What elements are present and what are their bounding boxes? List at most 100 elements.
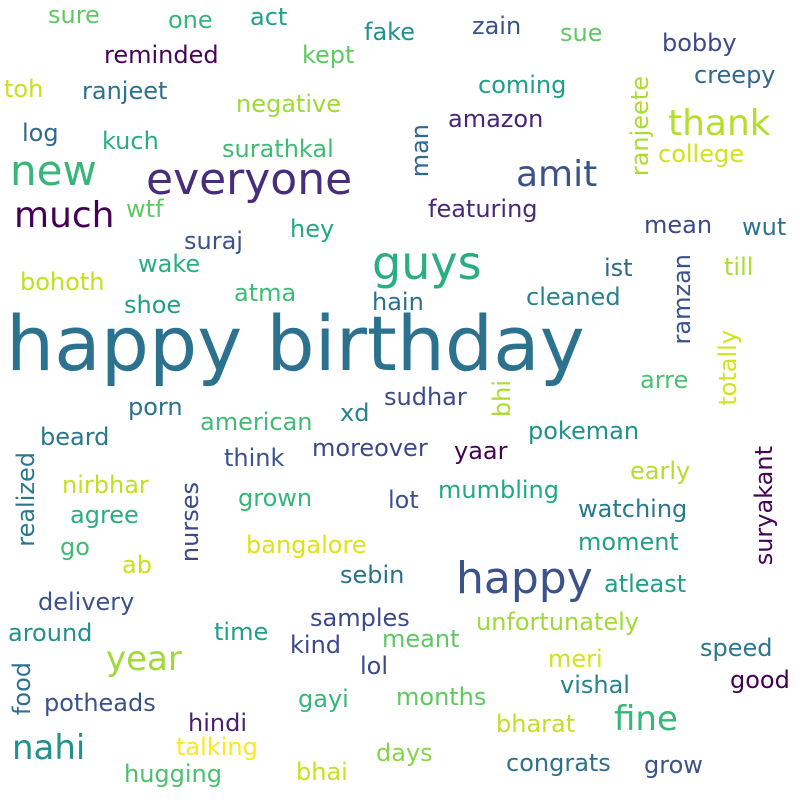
word-sue: sue	[560, 19, 603, 47]
word-bohoth: bohoth	[20, 268, 105, 296]
word-zain: zain	[472, 12, 522, 40]
word-amazon: amazon	[448, 105, 544, 133]
word-moreover: moreover	[312, 434, 428, 462]
word-beard: beard	[40, 423, 110, 451]
word-around: around	[8, 619, 93, 647]
word-grown: grown	[238, 484, 313, 512]
word-fine: fine	[614, 699, 678, 739]
word-gayi: gayi	[298, 685, 349, 713]
word-samples: samples	[310, 604, 410, 632]
word-coming: coming	[478, 71, 567, 99]
word-negative: negative	[236, 90, 341, 118]
word-unfortunately: unfortunately	[476, 608, 640, 636]
word-happy-birthday: happy birthday	[6, 299, 585, 388]
word-college: college	[658, 140, 744, 168]
word-one: one	[168, 6, 213, 34]
word-happy: happy	[456, 553, 593, 604]
word-vishal: vishal	[560, 671, 630, 699]
word-everyone: everyone	[146, 154, 353, 205]
word-reminded: reminded	[104, 41, 219, 69]
word-totally: totally	[714, 330, 742, 406]
word-months: months	[396, 683, 487, 711]
word-nurses: nurses	[176, 482, 204, 563]
word-hain: hain	[372, 288, 424, 316]
word-delivery: delivery	[38, 588, 135, 616]
word-grow: grow	[644, 751, 703, 779]
word-log: log	[22, 119, 59, 147]
word-american: american	[200, 408, 313, 436]
word-talking: talking	[176, 733, 258, 761]
word-realized: realized	[12, 452, 40, 547]
word-kind: kind	[290, 631, 342, 659]
word-guys: guys	[372, 236, 482, 290]
word-sure: sure	[48, 1, 100, 29]
word-sebin: sebin	[340, 561, 405, 589]
word-wut: wut	[742, 213, 787, 241]
word-new: new	[10, 146, 97, 195]
word-bobby: bobby	[662, 29, 737, 57]
word-early: early	[630, 457, 691, 485]
word-bhai: bhai	[296, 758, 348, 786]
word-suryakant: suryakant	[750, 446, 778, 566]
word-shoe: shoe	[124, 291, 182, 319]
word-hugging: hugging	[124, 760, 223, 788]
word-nahi: nahi	[12, 728, 86, 768]
word-act: act	[250, 3, 288, 31]
word-year: year	[106, 639, 182, 679]
word-mean: mean	[644, 211, 713, 239]
word-lol: lol	[360, 652, 389, 680]
word-atleast: atleast	[604, 570, 687, 598]
word-go: go	[60, 533, 90, 561]
word-till: till	[724, 253, 754, 281]
word-lot: lot	[388, 486, 419, 514]
word-ranjeete: ranjeete	[626, 76, 654, 177]
word-arre: arre	[640, 366, 689, 394]
word-much: much	[14, 195, 115, 236]
word-agree: agree	[70, 501, 139, 529]
word-kept: kept	[302, 41, 355, 69]
word-bangalore: bangalore	[246, 531, 367, 559]
word-good: good	[730, 666, 790, 694]
word-suraj: suraj	[184, 227, 243, 255]
word-sudhar: sudhar	[384, 383, 467, 411]
word-featuring: featuring	[428, 195, 538, 223]
word-potheads: potheads	[44, 689, 156, 717]
word-cleaned: cleaned	[526, 283, 621, 311]
word-atma: atma	[234, 279, 297, 307]
word-ist: ist	[604, 254, 633, 282]
word-food: food	[8, 662, 36, 716]
word-man: man	[406, 124, 434, 178]
word-days: days	[376, 739, 433, 767]
word-time: time	[214, 618, 269, 646]
word-fake: fake	[364, 18, 415, 46]
word-xd: xd	[340, 399, 370, 427]
word-bharat: bharat	[496, 710, 576, 738]
word-wake: wake	[138, 250, 201, 278]
word-surathkal: surathkal	[222, 135, 334, 163]
word-yaar: yaar	[454, 437, 508, 465]
word-kuch: kuch	[102, 127, 159, 155]
word-nirbhar: nirbhar	[62, 471, 149, 499]
word-congrats: congrats	[506, 749, 611, 777]
word-bhi: bhi	[488, 380, 516, 418]
word-ab: ab	[122, 551, 152, 579]
word-thank: thank	[668, 103, 771, 144]
word-meant: meant	[382, 625, 460, 653]
word-ramzan: ramzan	[668, 254, 696, 345]
word-meri: meri	[548, 645, 603, 673]
word-hindi: hindi	[188, 709, 247, 737]
word-think: think	[224, 444, 285, 472]
word-amit: amit	[516, 154, 598, 195]
word-speed: speed	[700, 634, 773, 662]
word-moment: moment	[578, 528, 679, 556]
word-toh: toh	[4, 75, 44, 103]
word-creepy: creepy	[694, 61, 776, 89]
word-mumbling: mumbling	[438, 476, 559, 504]
word-hey: hey	[290, 215, 335, 243]
word-watching: watching	[578, 495, 688, 523]
word-wtf: wtf	[126, 195, 164, 223]
word-ranjeet: ranjeet	[82, 77, 168, 105]
word-pokeman: pokeman	[528, 417, 640, 445]
word-porn: porn	[128, 393, 183, 421]
